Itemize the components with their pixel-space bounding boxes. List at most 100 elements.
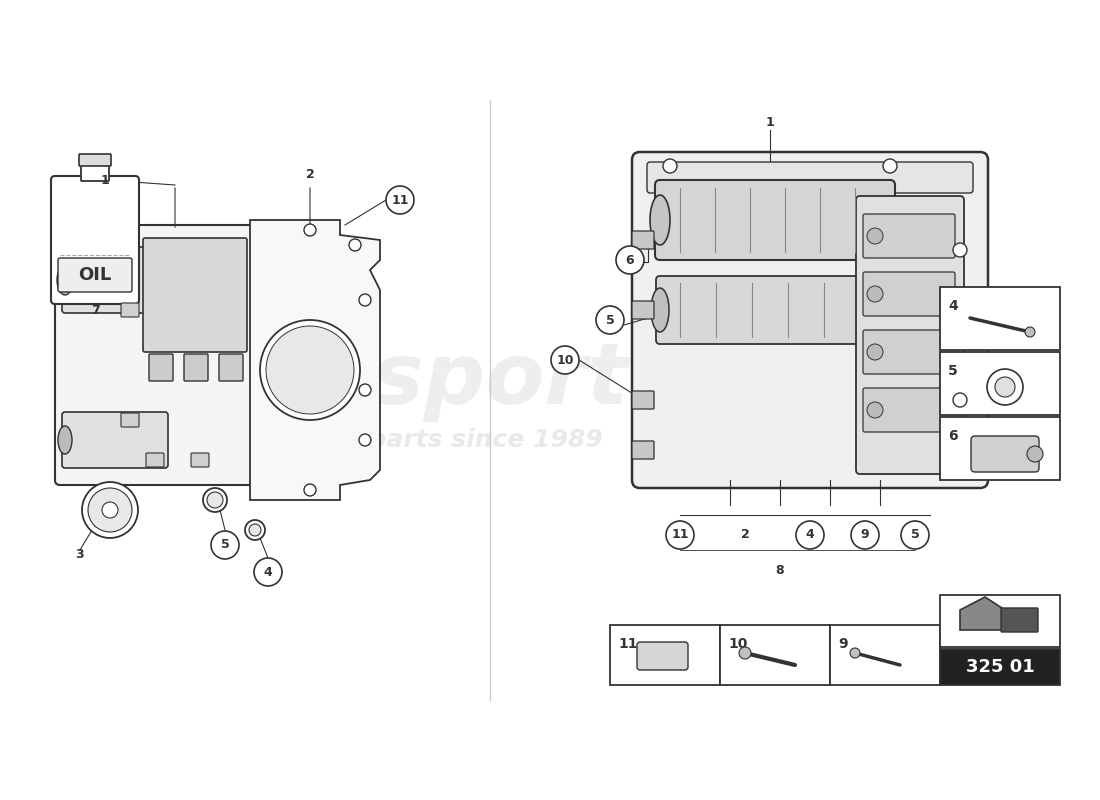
FancyBboxPatch shape xyxy=(971,436,1040,472)
FancyBboxPatch shape xyxy=(632,231,654,249)
Text: 325 01: 325 01 xyxy=(966,658,1034,676)
Text: 2: 2 xyxy=(740,529,749,542)
FancyBboxPatch shape xyxy=(940,595,1060,647)
Circle shape xyxy=(867,344,883,360)
Circle shape xyxy=(953,393,967,407)
Circle shape xyxy=(867,286,883,302)
FancyBboxPatch shape xyxy=(864,214,955,258)
Circle shape xyxy=(616,246,644,274)
FancyBboxPatch shape xyxy=(940,649,1060,685)
Text: 4: 4 xyxy=(805,529,814,542)
FancyBboxPatch shape xyxy=(940,287,1060,350)
Text: 7: 7 xyxy=(90,303,99,317)
Circle shape xyxy=(996,377,1015,397)
Circle shape xyxy=(386,186,414,214)
FancyBboxPatch shape xyxy=(610,625,720,685)
Circle shape xyxy=(207,492,223,508)
Text: 5: 5 xyxy=(221,538,230,551)
FancyBboxPatch shape xyxy=(62,412,168,468)
Circle shape xyxy=(349,239,361,251)
FancyBboxPatch shape xyxy=(632,441,654,459)
Text: 11: 11 xyxy=(618,637,638,651)
Polygon shape xyxy=(250,220,380,500)
Text: 9: 9 xyxy=(838,637,848,651)
Circle shape xyxy=(359,294,371,306)
FancyBboxPatch shape xyxy=(62,247,149,313)
Text: 8: 8 xyxy=(776,563,784,577)
Text: OIL: OIL xyxy=(78,266,111,284)
FancyBboxPatch shape xyxy=(79,154,111,166)
FancyBboxPatch shape xyxy=(830,625,940,685)
Text: 4: 4 xyxy=(948,299,958,313)
FancyBboxPatch shape xyxy=(940,417,1060,480)
FancyBboxPatch shape xyxy=(148,354,173,381)
Circle shape xyxy=(102,502,118,518)
Circle shape xyxy=(304,224,316,236)
FancyBboxPatch shape xyxy=(632,301,654,319)
Text: 1: 1 xyxy=(100,174,109,186)
Text: 3: 3 xyxy=(76,549,85,562)
FancyBboxPatch shape xyxy=(864,272,955,316)
Circle shape xyxy=(304,484,316,496)
FancyBboxPatch shape xyxy=(146,453,164,467)
FancyBboxPatch shape xyxy=(81,161,109,181)
Circle shape xyxy=(260,320,360,420)
Text: a passion for parts since 1989: a passion for parts since 1989 xyxy=(177,428,603,452)
FancyBboxPatch shape xyxy=(656,276,864,344)
Text: 11: 11 xyxy=(392,194,409,206)
Text: 5: 5 xyxy=(948,364,958,378)
Circle shape xyxy=(204,488,227,512)
Circle shape xyxy=(850,648,860,658)
FancyBboxPatch shape xyxy=(1001,608,1038,632)
Circle shape xyxy=(739,647,751,659)
FancyBboxPatch shape xyxy=(51,176,139,304)
Text: 1: 1 xyxy=(766,115,774,129)
Circle shape xyxy=(851,521,879,549)
Circle shape xyxy=(953,243,967,257)
Text: 5: 5 xyxy=(911,529,920,542)
Text: 9: 9 xyxy=(860,529,869,542)
Circle shape xyxy=(867,228,883,244)
Circle shape xyxy=(245,520,265,540)
FancyBboxPatch shape xyxy=(184,354,208,381)
FancyBboxPatch shape xyxy=(121,413,139,427)
Text: 5: 5 xyxy=(606,314,615,326)
Ellipse shape xyxy=(58,426,72,454)
Text: 10: 10 xyxy=(557,354,574,366)
FancyBboxPatch shape xyxy=(864,388,955,432)
Circle shape xyxy=(867,402,883,418)
Circle shape xyxy=(596,306,624,334)
Circle shape xyxy=(254,558,282,586)
Circle shape xyxy=(211,531,239,559)
Text: 6: 6 xyxy=(626,254,635,266)
FancyBboxPatch shape xyxy=(58,258,132,292)
Text: 11: 11 xyxy=(671,529,689,542)
Circle shape xyxy=(883,159,896,173)
FancyBboxPatch shape xyxy=(647,162,974,193)
Text: 2: 2 xyxy=(306,169,315,182)
Circle shape xyxy=(1025,327,1035,337)
Circle shape xyxy=(987,369,1023,405)
FancyBboxPatch shape xyxy=(632,391,654,409)
FancyBboxPatch shape xyxy=(856,196,964,474)
FancyBboxPatch shape xyxy=(191,453,209,467)
Ellipse shape xyxy=(650,195,670,245)
Circle shape xyxy=(249,524,261,536)
Ellipse shape xyxy=(651,288,669,332)
Circle shape xyxy=(266,326,354,414)
Circle shape xyxy=(1027,446,1043,462)
Circle shape xyxy=(666,521,694,549)
Circle shape xyxy=(88,488,132,532)
Text: 4: 4 xyxy=(264,566,273,578)
Text: eurosport: eurosport xyxy=(152,338,628,422)
Circle shape xyxy=(82,482,138,538)
Ellipse shape xyxy=(57,265,73,295)
FancyBboxPatch shape xyxy=(940,352,1060,415)
Circle shape xyxy=(796,521,824,549)
FancyBboxPatch shape xyxy=(720,625,830,685)
Circle shape xyxy=(663,159,676,173)
FancyBboxPatch shape xyxy=(143,238,248,352)
Circle shape xyxy=(359,384,371,396)
Circle shape xyxy=(901,521,930,549)
Polygon shape xyxy=(960,597,1005,630)
